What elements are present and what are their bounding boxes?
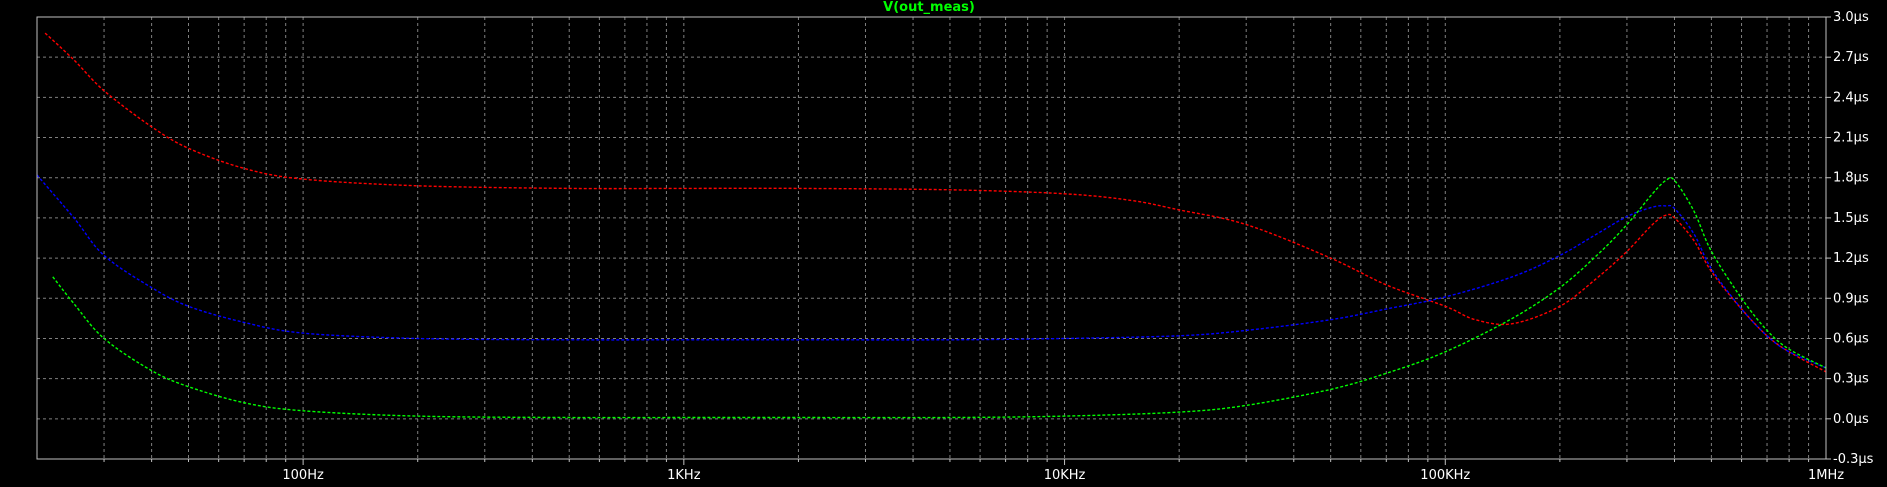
y-tick-label: 0.0µs: [1833, 412, 1869, 427]
y-tick-label: 1.2µs: [1833, 251, 1869, 266]
x-tick-label: 10KHz: [1044, 468, 1086, 483]
x-tick-label: 1MHz: [1808, 468, 1844, 483]
y-tick-label: 0.3µs: [1833, 372, 1869, 387]
tick-marks: [103, 16, 1831, 465]
trace-title[interactable]: V(out_meas): [883, 0, 975, 15]
series-line-3[interactable]: [52, 176, 1827, 419]
tick-labels: 3.0µs 2.7µs 2.4µs 2.1µs 1.8µs 1.5µs 1.2µs 0.9µs…: [282, 10, 1873, 483]
y-tick-label: 2.1µs: [1833, 131, 1869, 146]
y-tick-label: 2.7µs: [1833, 50, 1869, 65]
y-tick-label: -0.3µs: [1833, 452, 1874, 467]
series-traces: [36, 32, 1827, 419]
y-tick-label: 3.0µs: [1833, 10, 1869, 25]
series-line-1[interactable]: [44, 32, 1827, 373]
series-line-2[interactable]: [36, 174, 1827, 369]
x-tick-label: 100KHz: [1420, 468, 1470, 483]
y-tick-label: 1.5µs: [1833, 211, 1869, 226]
y-tick-label: 0.9µs: [1833, 291, 1869, 306]
plot-frame: [36, 16, 1827, 460]
y-tick-label: 2.4µs: [1833, 90, 1869, 105]
x-tick-label: 100Hz: [282, 468, 324, 483]
y-tick-label: 0.6µs: [1833, 331, 1869, 346]
grid-lines: [37, 17, 1826, 459]
y-tick-label: 1.8µs: [1833, 171, 1869, 186]
x-tick-label: 1KHz: [667, 468, 701, 483]
